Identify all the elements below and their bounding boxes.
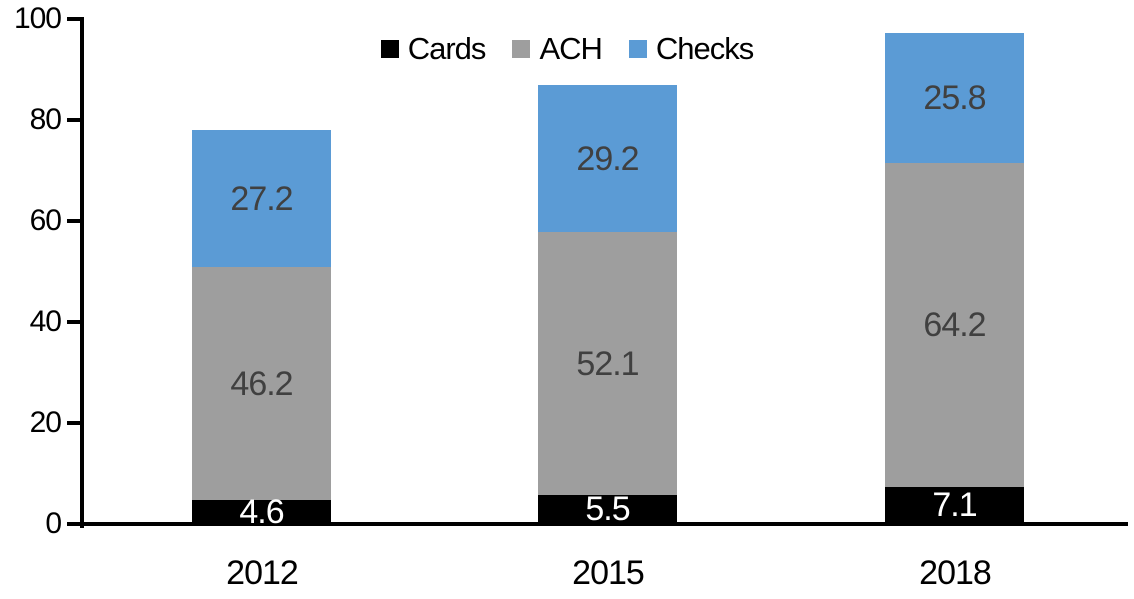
x-axis-line bbox=[80, 522, 1128, 526]
legend-swatch-cards-icon bbox=[380, 39, 399, 58]
data-label-ach-2012: 46.2 bbox=[230, 364, 293, 403]
bar-segment-cards-2018: 7.1 bbox=[885, 487, 1024, 523]
bar-2015: 5.5 52.1 29.2 bbox=[538, 85, 677, 528]
bar-segment-cards-2015: 5.5 bbox=[538, 490, 677, 528]
bar-2012: 4.6 46.2 27.2 bbox=[192, 130, 331, 529]
y-axis-tick-label: 20 bbox=[29, 406, 62, 439]
bar-segment-checks-2012: 27.2 bbox=[192, 130, 331, 267]
legend-label: Cards bbox=[407, 31, 487, 66]
data-label-checks-2018: 25.8 bbox=[923, 79, 986, 117]
y-axis-tick-label: 40 bbox=[29, 305, 62, 338]
y-axis-tick-label: 100 bbox=[13, 2, 62, 35]
legend-label: ACH bbox=[539, 31, 602, 66]
bar-2018: 7.1 64.2 25.8 bbox=[885, 33, 1024, 523]
y-axis-tick-label: 0 bbox=[45, 507, 62, 540]
legend-item-ach: ACH bbox=[512, 31, 603, 66]
legend: Cards ACH Checks bbox=[0, 33, 1134, 64]
bar-segment-ach-2012: 46.2 bbox=[192, 267, 331, 500]
y-axis-tick bbox=[67, 320, 80, 324]
y-axis-tick-label: 60 bbox=[29, 204, 62, 237]
y-axis-tick bbox=[67, 522, 80, 526]
x-axis-label-2015: 2015 bbox=[572, 554, 645, 592]
y-axis-tick bbox=[67, 118, 80, 122]
data-label-cards-2012: 4.6 bbox=[239, 492, 284, 531]
y-axis-tick bbox=[67, 421, 80, 425]
data-label-checks-2015: 29.2 bbox=[576, 139, 639, 178]
bar-segment-ach-2015: 52.1 bbox=[538, 232, 677, 495]
data-label-ach-2015: 52.1 bbox=[576, 344, 639, 383]
data-label-ach-2018: 64.2 bbox=[923, 306, 986, 344]
x-axis-label-2012: 2012 bbox=[226, 554, 299, 592]
y-axis-tick bbox=[67, 219, 80, 223]
legend-item-cards: Cards bbox=[380, 31, 487, 66]
legend-swatch-checks-icon bbox=[628, 39, 647, 58]
y-axis-line bbox=[80, 17, 84, 528]
data-label-cards-2018: 7.1 bbox=[932, 486, 977, 524]
data-label-cards-2015: 5.5 bbox=[585, 490, 630, 528]
bar-segment-checks-2015: 29.2 bbox=[538, 85, 677, 232]
x-axis-label-2018: 2018 bbox=[919, 554, 992, 592]
legend-label: Checks bbox=[655, 31, 754, 66]
y-axis-tick-label: 80 bbox=[29, 103, 62, 136]
bar-segment-cards-2012: 4.6 bbox=[192, 495, 331, 529]
legend-item-checks: Checks bbox=[628, 31, 754, 66]
y-axis-tick bbox=[67, 17, 80, 21]
legend-swatch-ach-icon bbox=[512, 39, 531, 58]
bar-segment-checks-2018: 25.8 bbox=[885, 33, 1024, 163]
data-label-checks-2012: 27.2 bbox=[230, 179, 293, 218]
bar-segment-ach-2018: 64.2 bbox=[885, 163, 1024, 487]
